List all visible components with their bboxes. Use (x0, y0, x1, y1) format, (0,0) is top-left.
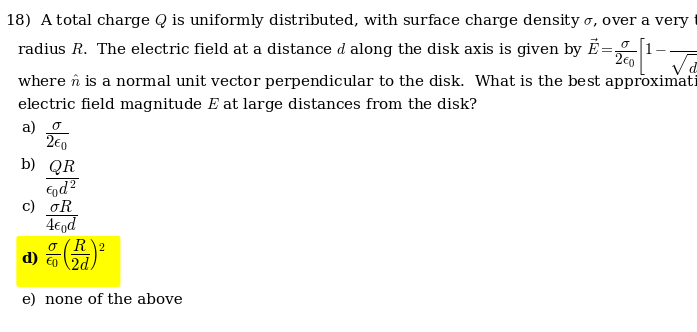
Ellipse shape (43, 241, 54, 268)
Text: a): a) (21, 121, 36, 135)
Text: $\dfrac{\sigma}{\epsilon_0}\left(\dfrac{R}{2d}\right)^{\!2}$: $\dfrac{\sigma}{\epsilon_0}\left(\dfrac{… (45, 237, 105, 272)
Text: d): d) (21, 251, 39, 265)
Text: radius $R$.  The electric field at a distance $d$ along the disk axis is given b: radius $R$. The electric field at a dist… (17, 36, 697, 78)
Text: 18)  A total charge $Q$ is uniformly distributed, with surface charge density $\: 18) A total charge $Q$ is uniformly dist… (6, 11, 697, 30)
Text: $\dfrac{\sigma}{2\epsilon_0}$: $\dfrac{\sigma}{2\epsilon_0}$ (45, 121, 69, 153)
Text: b): b) (21, 158, 37, 172)
FancyBboxPatch shape (16, 236, 121, 287)
Text: c): c) (21, 200, 36, 213)
Text: $\dfrac{\sigma R}{4\epsilon_0 d}$: $\dfrac{\sigma R}{4\epsilon_0 d}$ (45, 200, 77, 236)
Text: $\dfrac{QR}{\epsilon_0 d^2}$: $\dfrac{QR}{\epsilon_0 d^2}$ (45, 158, 78, 200)
Ellipse shape (43, 263, 54, 281)
Ellipse shape (71, 239, 83, 262)
Ellipse shape (70, 261, 84, 279)
Text: where $\hat{n}$ is a normal unit vector perpendicular to the disk.  What is the : where $\hat{n}$ is a normal unit vector … (17, 74, 697, 92)
Text: electric field magnitude $E$ at large distances from the disk?: electric field magnitude $E$ at large di… (17, 96, 478, 114)
Text: e): e) (21, 293, 36, 307)
Text: none of the above: none of the above (45, 293, 183, 307)
